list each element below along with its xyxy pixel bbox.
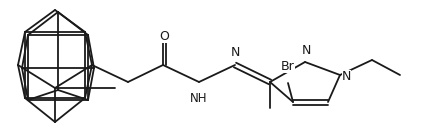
Text: N: N [301,44,311,57]
Text: NH: NH [190,92,208,105]
Text: N: N [230,46,240,59]
Text: Br: Br [281,60,295,73]
Text: O: O [159,30,169,43]
Text: N: N [342,70,352,83]
